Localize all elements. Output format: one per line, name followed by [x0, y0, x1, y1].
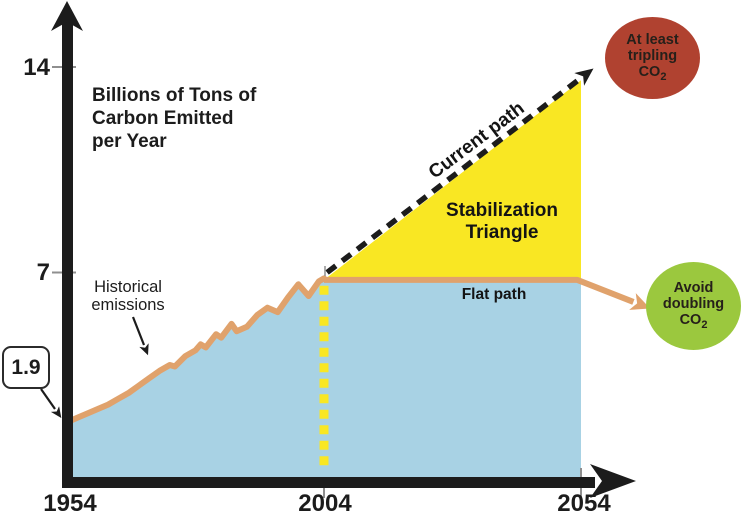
doubling-line1: Avoid [673, 279, 714, 296]
y-axis-bar [62, 22, 73, 488]
flat-path-label: Flat path [461, 286, 527, 303]
y-axis-title: Billions of Tons of Carbon Emitted per Y… [92, 85, 257, 152]
tripling-line1: At least [626, 31, 679, 48]
start-value-arrow [40, 388, 62, 419]
current-path-line [325, 68, 594, 275]
x-axis-label-1954: 1954 [43, 490, 97, 517]
doubling-line2: doubling [662, 295, 725, 312]
x-axis-label-2004: 2004 [298, 490, 352, 517]
x-axis-arrowhead [590, 464, 636, 498]
historical-emissions-curve [64, 275, 327, 426]
stabilization-triangle-label: Stabilization Triangle [446, 200, 558, 243]
x-axis-bar [62, 477, 595, 488]
historical-label-arrow [131, 316, 149, 356]
historical-blue-area [67, 278, 581, 478]
tripling-formula: CO2 [638, 63, 667, 83]
historical-emissions-label: Historical emissions [91, 278, 165, 314]
doubling-co2-circle: Avoid doubling CO2 [646, 262, 741, 350]
tripling-line2: tripling [627, 47, 678, 64]
flat-path-line [324, 276, 651, 310]
tripling-co2-circle: At least tripling CO2 [605, 17, 700, 99]
x-axis-label-2054: 2054 [557, 490, 611, 517]
y-axis-label-14: 14 [23, 54, 50, 81]
start-value-box: 1.9 [2, 346, 50, 389]
y-axis-arrowhead [51, 1, 83, 31]
y-axis-label-7: 7 [36, 259, 50, 286]
doubling-formula: CO2 [679, 311, 708, 331]
